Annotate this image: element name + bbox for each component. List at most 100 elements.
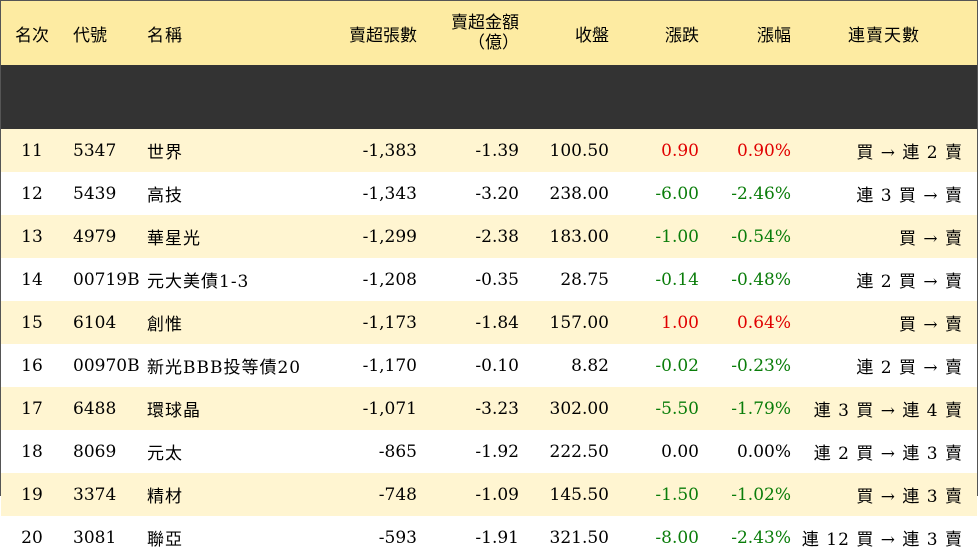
cell-change: -5.50 <box>655 398 699 419</box>
cell-streak: 連 2 買 → 連 3 賣 <box>813 444 963 464</box>
cell-close: 321.50 <box>549 527 609 548</box>
cell-close: 302.00 <box>549 398 609 419</box>
cell-name: 環球晶 <box>147 401 201 421</box>
cell-change: 0.00 <box>661 441 699 462</box>
cell-code: 00970B <box>73 355 140 376</box>
header-net-sell-amount: 賣超金額 （億） <box>417 1 519 65</box>
table-header: 名次 代號 名稱 賣超張數 賣超金額 （億） 收盤 漲跌 漲幅 連賣天數 <box>1 1 977 129</box>
cell-code: 5439 <box>73 183 117 204</box>
cell-code: 4979 <box>73 226 117 247</box>
cell-change: -1.00 <box>655 226 699 247</box>
cell-change-pct: -1.02% <box>731 484 791 505</box>
cell-code: 8069 <box>73 441 117 462</box>
cell-rank: 16 <box>21 355 43 376</box>
cell-net-sell-lots: -593 <box>378 527 417 548</box>
cell-change-pct: -0.48% <box>731 269 791 290</box>
header-change-pct: 漲幅 <box>757 25 791 46</box>
cell-close: 157.00 <box>549 312 609 333</box>
cell-change-pct: 0.64% <box>736 312 791 333</box>
cell-code: 6104 <box>73 312 117 333</box>
cell-streak: 買 → 賣 <box>898 229 963 249</box>
header-net-sell-lots: 賣超張數 <box>349 25 417 46</box>
table-body: 11 5347 世界 -1,383 -1.39 100.50 0.90 0.90% 買 → 連 … <box>1 129 977 559</box>
cell-rank: 11 <box>21 140 43 161</box>
cell-code: 5347 <box>73 140 117 161</box>
table-row[interactable]: 16 00970B 新光BBB投等債20 -1,170 -0.10 8.82 -0.02 -0… <box>1 344 977 387</box>
cell-name: 創惟 <box>147 315 183 335</box>
cell-close: 8.82 <box>571 355 609 376</box>
cell-name: 元太 <box>147 444 183 464</box>
header-streak: 連賣天數 <box>848 25 920 46</box>
cell-change: -0.02 <box>655 355 699 376</box>
cell-streak: 連 2 買 → 賣 <box>856 358 963 378</box>
cell-streak: 買 → 連 3 賣 <box>856 487 963 507</box>
cell-net-sell-amount: -1.84 <box>475 312 519 333</box>
cell-net-sell-lots: -1,071 <box>362 398 417 419</box>
cell-net-sell-lots: -865 <box>378 441 417 462</box>
cell-name: 元大美債1-3 <box>147 272 250 292</box>
table-row[interactable]: 20 3081 聯亞 -593 -1.91 321.50 -8.00 -2.43% 連 12 買… <box>1 516 977 559</box>
cell-close: 145.50 <box>549 484 609 505</box>
header-change: 漲跌 <box>665 25 699 46</box>
cell-change: -8.00 <box>655 527 699 548</box>
cell-net-sell-lots: -1,170 <box>362 355 417 376</box>
cell-name: 世界 <box>147 143 183 163</box>
header-rank: 名次 <box>15 25 49 46</box>
cell-rank: 17 <box>21 398 43 419</box>
cell-streak: 連 12 買 → 連 3 賣 <box>801 530 963 550</box>
table-row[interactable]: 11 5347 世界 -1,383 -1.39 100.50 0.90 0.90% 買 → 連 … <box>1 129 977 172</box>
cell-rank: 12 <box>21 183 43 204</box>
cell-rank: 19 <box>21 484 43 505</box>
cell-close: 238.00 <box>549 183 609 204</box>
table-row[interactable]: 15 6104 創惟 -1,173 -1.84 157.00 1.00 0.64% 買 → 賣 <box>1 301 977 344</box>
cell-streak: 連 2 買 → 賣 <box>856 272 963 292</box>
cell-streak: 連 3 買 → 賣 <box>856 186 963 206</box>
cell-change-pct: -2.46% <box>731 183 791 204</box>
cell-net-sell-amount: -2.38 <box>475 226 519 247</box>
cell-net-sell-amount: -0.35 <box>475 269 519 290</box>
cell-name: 新光BBB投等債20 <box>147 358 302 378</box>
cell-change-pct: -1.79% <box>731 398 791 419</box>
header-net-sell-amount-line2: （億） <box>468 33 519 53</box>
cell-net-sell-lots: -1,383 <box>362 140 417 161</box>
cell-rank: 13 <box>21 226 43 247</box>
cell-change-pct: -2.43% <box>731 527 791 548</box>
cell-name: 聯亞 <box>147 530 183 550</box>
cell-change: 1.00 <box>661 312 699 333</box>
table-row[interactable]: 12 5439 高技 -1,343 -3.20 238.00 -6.00 -2.46% 連 3 … <box>1 172 977 215</box>
cell-net-sell-amount: -3.20 <box>475 183 519 204</box>
cell-close: 28.75 <box>560 269 609 290</box>
table-row[interactable]: 19 3374 精材 -748 -1.09 145.50 -1.50 -1.02% 買 → 連 … <box>1 473 977 516</box>
cell-rank: 20 <box>21 527 43 548</box>
cell-change: -6.00 <box>655 183 699 204</box>
cell-change-pct: 0.00% <box>736 441 791 462</box>
header-name: 名稱 <box>147 25 183 46</box>
cell-close: 222.50 <box>549 441 609 462</box>
cell-net-sell-amount: -3.23 <box>475 398 519 419</box>
cell-close: 100.50 <box>549 140 609 161</box>
cell-name: 華星光 <box>147 229 201 249</box>
cell-code: 3374 <box>73 484 117 505</box>
cell-code: 00719B <box>73 269 140 290</box>
cell-change: 0.90 <box>661 140 699 161</box>
header-close: 收盤 <box>575 25 609 46</box>
header-code: 代號 <box>73 25 107 46</box>
cell-name: 高技 <box>147 186 183 206</box>
table-row[interactable]: 13 4979 華星光 -1,299 -2.38 183.00 -1.00 -0.54% 買 →… <box>1 215 977 258</box>
header-row: 名次 代號 名稱 賣超張數 賣超金額 （億） 收盤 漲跌 漲幅 連賣天數 <box>1 1 977 65</box>
cell-streak: 買 → 賣 <box>898 315 963 335</box>
cell-net-sell-amount: -0.10 <box>475 355 519 376</box>
table-row[interactable]: 14 00719B 元大美債1-3 -1,208 -0.35 28.75 -0.14 -0.4… <box>1 258 977 301</box>
cell-net-sell-amount: -1.91 <box>475 527 519 548</box>
cell-close: 183.00 <box>549 226 609 247</box>
cell-net-sell-lots: -1,343 <box>362 183 417 204</box>
cell-name: 精材 <box>147 487 183 507</box>
table-row[interactable]: 17 6488 環球晶 -1,071 -3.23 302.00 -5.50 -1.79% 連 3… <box>1 387 977 430</box>
cell-streak: 連 3 買 → 連 4 賣 <box>813 401 963 421</box>
cell-net-sell-amount: -1.39 <box>475 140 519 161</box>
cell-net-sell-lots: -748 <box>378 484 417 505</box>
table-row[interactable]: 18 8069 元太 -865 -1.92 222.50 0.00 0.00% 連 2 買 → … <box>1 430 977 473</box>
cell-rank: 15 <box>21 312 43 333</box>
cell-rank: 18 <box>21 441 43 462</box>
cell-code: 3081 <box>73 527 117 548</box>
